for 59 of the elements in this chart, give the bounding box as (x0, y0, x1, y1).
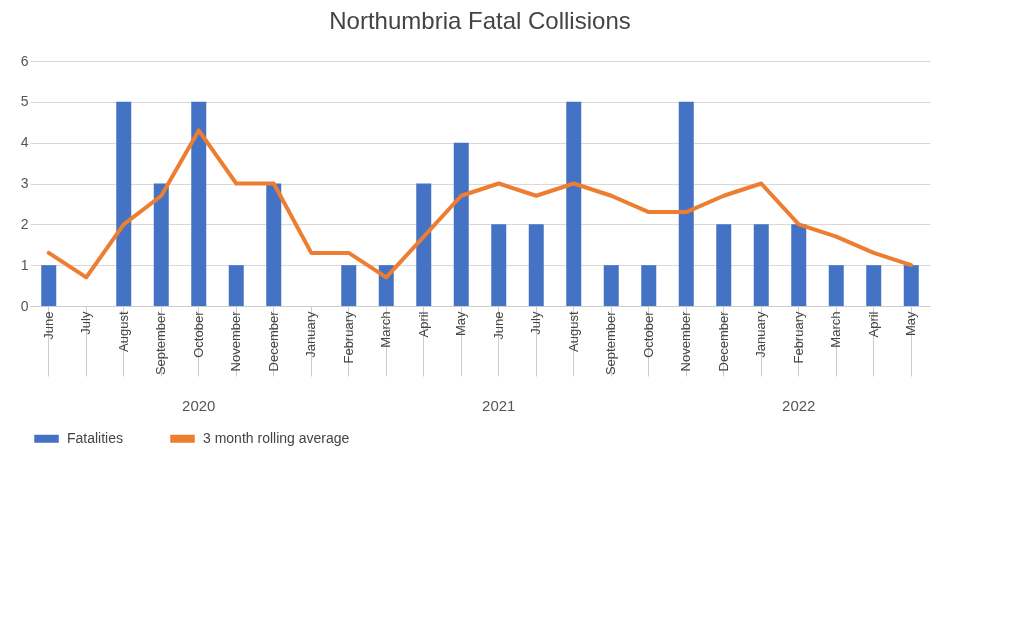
legend-label: Fatalities (67, 429, 124, 446)
x-tick-label: September (153, 310, 169, 376)
x-tick-label: November (228, 310, 244, 372)
bar (416, 183, 432, 306)
bar (266, 183, 282, 306)
bar (603, 265, 619, 306)
bar (828, 265, 844, 306)
y-tick-label: 0 (20, 297, 29, 314)
x-tick-label: October (640, 310, 656, 358)
bar (228, 265, 244, 306)
bar (903, 265, 919, 306)
bar (528, 224, 544, 306)
x-tick-label: December (265, 310, 281, 372)
text: 2020 (182, 397, 216, 414)
x-tick-label: December (715, 310, 731, 372)
bar (753, 224, 769, 306)
legend-label: 3 month rolling average (203, 429, 350, 446)
x-tick-label: June (490, 311, 506, 340)
bar (641, 265, 657, 306)
x-tick-label: August (115, 311, 131, 352)
bar (153, 183, 169, 306)
chart-title: Northumbria Fatal Collisions (329, 7, 631, 34)
x-tick-label: February (340, 311, 356, 364)
bar (341, 265, 357, 306)
y-tick-label: 2 (20, 215, 29, 232)
bar (866, 265, 882, 306)
bar (791, 224, 807, 306)
x-tick-label: July (528, 311, 544, 335)
y-tick-label: 6 (20, 52, 29, 69)
x-tick-label: May (903, 311, 919, 337)
bar (716, 224, 732, 306)
x-tick-label: February (790, 311, 806, 364)
x-tick-label: August (565, 311, 581, 352)
x-tick-label: January (303, 311, 319, 358)
bar (678, 101, 694, 306)
bar (566, 101, 582, 306)
x-tick-label: November (678, 310, 694, 372)
bar (116, 101, 132, 306)
text: 2022 (782, 397, 816, 414)
x-tick-label: April (865, 311, 881, 338)
x-tick-label: September (603, 310, 619, 376)
text: 2021 (482, 397, 516, 414)
bar (491, 224, 507, 306)
x-tick-label: January (753, 311, 769, 358)
x-tick-label: March (378, 311, 394, 348)
y-tick-label: 1 (20, 256, 29, 273)
y-tick-label: 4 (20, 134, 29, 151)
x-tick-label: March (828, 311, 844, 348)
x-tick-label: July (78, 311, 94, 335)
bar (453, 142, 469, 306)
x-tick-label: October (190, 310, 206, 358)
line-series (46, 128, 914, 280)
x-tick-label: June (40, 311, 56, 340)
y-tick-label: 3 (20, 175, 29, 191)
x-tick-label: April (415, 311, 431, 338)
y-tick-label: 5 (20, 93, 29, 110)
x-tick-label: May (453, 311, 469, 337)
bar (41, 265, 57, 306)
bar (191, 101, 207, 306)
